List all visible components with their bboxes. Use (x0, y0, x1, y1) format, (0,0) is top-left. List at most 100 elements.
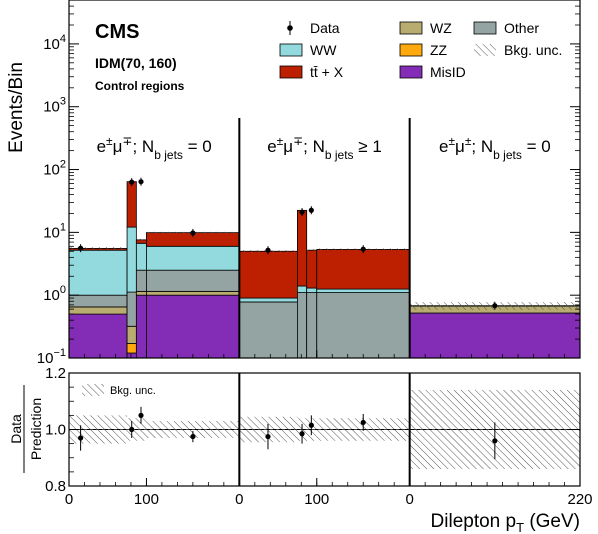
stack-bar (68, 313, 128, 359)
x-tick-label: 220 (567, 491, 592, 508)
ratio-point (129, 426, 135, 433)
y-tick-label: 101 (43, 221, 66, 241)
stack-bar (68, 249, 128, 296)
stack-bar (316, 292, 411, 359)
ratio-y-label-numerator: Data (8, 414, 24, 444)
cms-label: CMS (95, 21, 139, 43)
y-tick-label-exponent: 1 (60, 221, 66, 233)
y-tick-label-base: 10 (43, 36, 60, 53)
legend-swatch (279, 43, 303, 57)
x-tick-label: 100 (134, 491, 159, 508)
stack-bar (297, 285, 308, 293)
ratio-y-tick-label: 1.0 (45, 422, 66, 439)
ratio-panel: 0.8 1.0 1.2 0 100 0 100 0 220 Bkg. unc. (45, 365, 592, 508)
legend-label: Bkg. unc. (504, 42, 562, 58)
legend-label: Other (504, 20, 539, 36)
selection-label: Control regions (95, 79, 185, 93)
y-tick-label-base: 10 (43, 287, 60, 304)
legend-label: WW (310, 42, 337, 58)
x-tick-label: 0 (235, 491, 243, 508)
y-tick-label: 103 (43, 96, 66, 116)
x-tick-label: 0 (65, 491, 73, 508)
stack-bar (146, 245, 240, 271)
ratio-point (492, 438, 498, 444)
data-point (299, 209, 305, 215)
data-point (129, 179, 135, 185)
legend-swatch (399, 43, 423, 57)
y-tick-label: 100 (43, 284, 66, 304)
ratio-point (190, 433, 196, 440)
stack-bar (238, 301, 298, 359)
stack-bar (68, 306, 128, 315)
data-point (360, 246, 366, 252)
y-tick-label-exponent: 4 (60, 33, 66, 45)
stack-bar (316, 288, 411, 293)
legend-label: tt̄ + X (310, 64, 344, 80)
data-point (138, 179, 144, 185)
stack-bar (409, 312, 581, 359)
bkg-unc-band (306, 249, 317, 252)
x-axis-label-unit: (GeV) (524, 511, 580, 532)
stack-bar (238, 297, 298, 303)
legend-label: Data (310, 20, 340, 36)
stack-bar (126, 226, 137, 293)
data-point (78, 245, 84, 251)
y-tick-label-exponent: 3 (60, 96, 66, 108)
data-point (190, 230, 196, 236)
stack-bar (135, 290, 147, 296)
y-tick-label: 10−1 (37, 347, 66, 367)
x-axis-label-subscript: T (516, 520, 524, 534)
ratio-y-tick-label: 0.8 (45, 478, 66, 495)
stack-bar (306, 292, 318, 359)
stack-bar (306, 249, 318, 289)
y-tick-label-base: 10 (43, 162, 60, 179)
ratio-point (138, 412, 144, 418)
data-point (265, 247, 271, 253)
x-axis-label: Dilepton pT (GeV) (431, 511, 580, 534)
stack-bar (146, 290, 240, 296)
stack-bar (126, 325, 137, 344)
bkg-unc-band (136, 238, 147, 241)
ratio-point (308, 422, 314, 428)
bkg-unc-band (69, 247, 128, 250)
y-axis-label: Events/Bin (6, 62, 27, 153)
ratio-point (299, 431, 305, 437)
stack-bar (135, 269, 147, 292)
legend-swatch (473, 21, 497, 35)
x-axis-label-main: Dilepton p (431, 511, 517, 532)
legend-marker-data (287, 25, 293, 31)
stack-bar (297, 209, 308, 287)
stack-bar (126, 291, 137, 327)
ratio-point (360, 419, 366, 426)
stack-bar (126, 352, 137, 359)
x-tick-label: 100 (304, 491, 329, 508)
ratio-legend-swatch (82, 384, 104, 396)
stack-bar (146, 294, 240, 359)
legend-swatch (399, 65, 423, 79)
ratio-y-tick-label: 1.2 (45, 365, 66, 382)
y-tick-label-base: 10 (43, 99, 60, 116)
stack-bar (316, 249, 411, 290)
ratio-legend-label: Bkg. unc. (110, 385, 156, 397)
ratio-point (78, 435, 84, 441)
model-label: IDM(70, 160) (95, 55, 177, 71)
legend-swatch (399, 21, 423, 35)
ratio-point (265, 433, 271, 440)
stack-bar (135, 242, 147, 271)
region-label: e±μ∓; Nb jets ≥ 1 (267, 134, 382, 162)
stack-bar (238, 250, 298, 299)
legend-swatch (279, 65, 303, 79)
legend-label: WZ (430, 20, 452, 36)
y-tick-label: 102 (43, 159, 66, 179)
y-tick-label-base: 10 (43, 224, 60, 241)
stack-bar (306, 287, 318, 293)
legend-label: ZZ (430, 42, 448, 58)
legend-swatch-hatch (474, 44, 496, 56)
stack-bar (135, 294, 147, 359)
region-label: e±μ∓; Nb jets = 0 (97, 134, 212, 162)
stack-bar (297, 292, 308, 359)
stack-bar (126, 181, 137, 228)
y-tick-label-exponent: 0 (60, 284, 66, 296)
